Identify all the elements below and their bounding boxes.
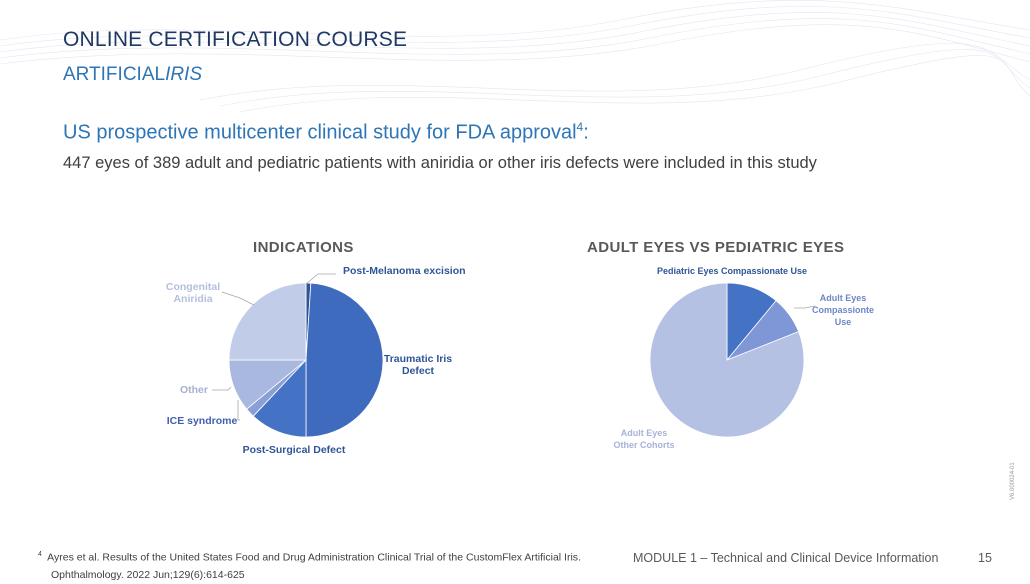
- indications-chart-title: INDICATIONS: [253, 239, 354, 256]
- study-description: 447 eyes of 389 adult and pediatric pati…: [63, 154, 817, 172]
- indications-label-2: Post-Surgical Defect: [243, 444, 346, 456]
- header-wave-decoration: [0, 0, 1030, 113]
- study-heading: US prospective multicenter clinical stud…: [63, 120, 589, 144]
- footnote-line2: Ophthalmology. 2022 Jun;129(6):614-625: [51, 568, 245, 581]
- indications-leader-5: [221, 291, 255, 306]
- age-label-1: Adult Eyes Compassionte Use: [812, 293, 874, 327]
- indications-leader-3: [237, 400, 240, 421]
- indications-label-4: Other: [180, 384, 208, 396]
- course-subtitle: ARTIFICIALIRIS: [63, 64, 203, 85]
- age-leader-1: [794, 305, 816, 309]
- module-footer: MODULE 1 – Technical and Clinical Device…: [633, 551, 939, 565]
- age-chart-title: ADULT EYES VS PEDIATRIC EYES: [587, 239, 845, 256]
- indications-label-1: Traumatic Iris Defect: [384, 353, 452, 377]
- course-title: ONLINE CERTIFICATION COURSE: [63, 28, 408, 51]
- age-label-0: Pediatric Eyes Compassionate Use: [657, 266, 807, 276]
- indications-label-3: ICE syndrome: [167, 415, 238, 427]
- indications-slice-5: [228, 282, 307, 361]
- indications-label-5: Congenital Aniridia: [166, 281, 220, 305]
- version-code: V6.000024-01: [1010, 462, 1016, 500]
- indications-slice-1: [305, 282, 384, 438]
- footnote-line1: Ayres et al. Results of the United State…: [47, 551, 581, 564]
- indications-leader-0: [305, 273, 336, 285]
- page-number: 15: [978, 551, 992, 565]
- age-label-2: Adult Eyes Other Cohorts: [613, 428, 674, 450]
- age-slice-2: [649, 282, 805, 438]
- indications-leader-4: [212, 386, 232, 391]
- footnote: 4 Ayres et al. Results of the United Sta…: [38, 546, 581, 584]
- indications-label-0: Post-Melanoma excision: [343, 265, 466, 277]
